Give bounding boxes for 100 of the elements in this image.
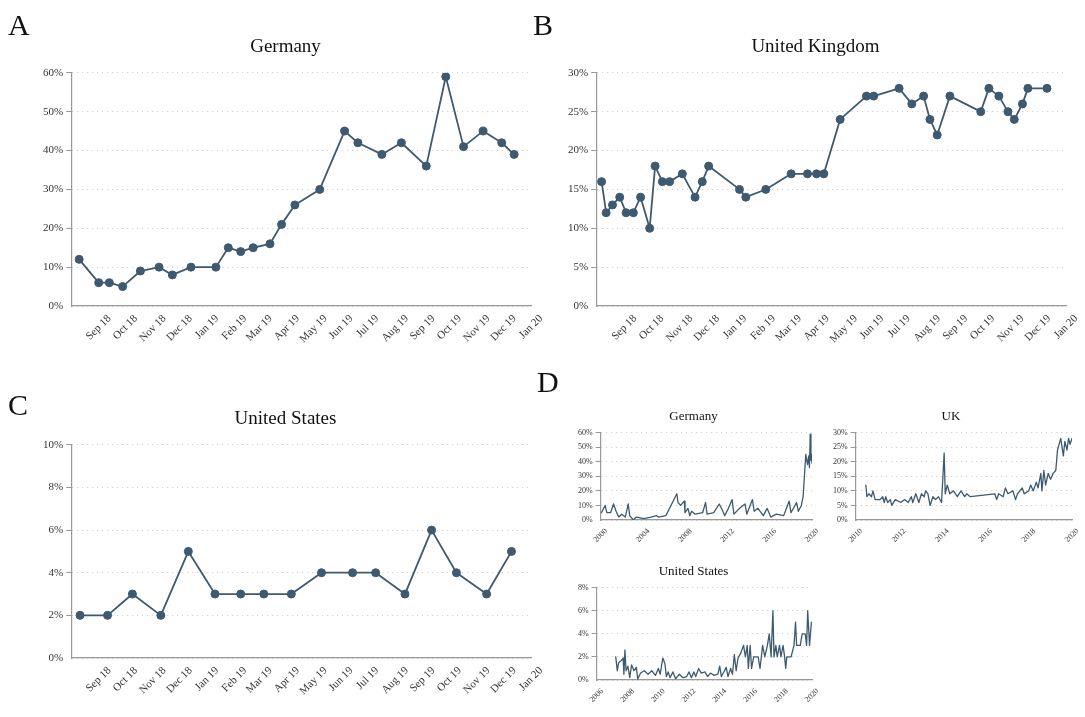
point — [734, 184, 744, 194]
point — [976, 107, 986, 117]
point — [994, 91, 1004, 101]
point — [677, 169, 687, 179]
text: A — [8, 8, 30, 42]
point — [259, 589, 269, 599]
y-tick-label: 0% — [836, 515, 848, 525]
point — [286, 589, 296, 599]
point — [459, 142, 469, 152]
point — [135, 266, 145, 276]
point — [636, 192, 646, 202]
y-tick-label: 4% — [48, 565, 64, 578]
chart-title: United States — [234, 407, 337, 429]
y-tick-label: 4% — [577, 628, 589, 638]
y-tick-label: 15% — [567, 182, 589, 195]
y-tick-label: 0% — [577, 675, 589, 685]
point — [248, 243, 258, 253]
point — [697, 177, 707, 187]
x-tick-label: Jun 19 — [856, 311, 886, 341]
point — [650, 161, 660, 171]
point — [75, 610, 85, 620]
point — [377, 149, 387, 159]
y-tick-label: 6% — [48, 522, 64, 535]
y-tick-label: 25% — [832, 442, 848, 452]
point — [945, 91, 955, 101]
point — [894, 83, 904, 93]
point — [1009, 114, 1019, 124]
y-tick-label: 30% — [832, 427, 848, 437]
point — [665, 177, 675, 187]
point — [371, 568, 381, 578]
point — [1003, 107, 1013, 117]
point — [451, 568, 461, 578]
point — [509, 149, 519, 159]
point — [167, 270, 177, 280]
y-tick-label: 30% — [42, 182, 64, 195]
y-tick-label: 0% — [581, 515, 593, 525]
point — [265, 239, 275, 249]
point — [984, 83, 994, 93]
point — [1017, 99, 1027, 109]
chart-title: United Kingdom — [751, 35, 880, 57]
point — [478, 126, 488, 136]
y-tick-label: 10% — [832, 485, 848, 495]
x-tick-label: Jan 19 — [191, 663, 221, 693]
x-tick-label: Jul 19 — [353, 311, 381, 340]
y-tick-label: 20% — [832, 456, 848, 466]
x-tick-label: Jun 19 — [325, 663, 356, 693]
y-tick-label: 10% — [42, 437, 64, 450]
x-tick-label: Sep 18 — [82, 663, 114, 694]
x-tick-label: 2012 — [679, 686, 698, 705]
y-tick-label: 20% — [42, 221, 64, 234]
x-tick-label: Jan 20 — [1050, 311, 1080, 341]
x-tick-label: Oct 19 — [967, 311, 997, 342]
point — [353, 138, 363, 148]
x-tick-label: Jan 19 — [191, 311, 221, 341]
point — [211, 262, 221, 272]
point — [210, 589, 220, 599]
y-tick-label: 10% — [567, 221, 589, 234]
y-tick-label: 40% — [577, 456, 593, 466]
point — [74, 254, 84, 264]
text: B — [533, 8, 554, 42]
y-tick-label: 5% — [836, 500, 848, 510]
point — [741, 192, 751, 202]
y-tick-label: 40% — [42, 143, 64, 156]
point — [441, 72, 451, 82]
point — [186, 262, 196, 272]
x-tick-label: Jul 19 — [884, 311, 913, 340]
chart-title: Germany — [669, 408, 719, 424]
y-tick-label: 60% — [42, 65, 64, 78]
y-tick-label: 50% — [42, 104, 64, 117]
x-tick-label: Aug 19 — [378, 311, 411, 344]
x-tick-label: Oct 19 — [433, 663, 464, 694]
point — [657, 177, 667, 187]
point — [690, 192, 700, 202]
y-tick-label: 10% — [577, 500, 593, 510]
chart-title: UK — [941, 408, 961, 424]
point — [919, 91, 929, 101]
y-tick-label: 2% — [48, 608, 64, 621]
point — [819, 169, 829, 179]
point — [154, 262, 164, 272]
y-tick-label: 10% — [42, 260, 64, 273]
text: C — [8, 388, 29, 422]
text: D — [537, 365, 559, 399]
point — [925, 114, 935, 124]
point — [317, 568, 326, 578]
x-tick-label: Oct 19 — [433, 311, 464, 342]
point — [497, 138, 507, 148]
point — [236, 247, 246, 257]
chart-title: United States — [658, 563, 729, 579]
point — [704, 161, 714, 171]
point — [607, 200, 617, 210]
x-tick-label: Jul 19 — [353, 663, 381, 692]
y-tick-label: 6% — [577, 605, 589, 615]
point — [861, 91, 871, 101]
y-tick-label: 20% — [577, 485, 593, 495]
x-tick-label: 2012 — [889, 526, 908, 545]
point — [597, 177, 607, 187]
point — [94, 278, 104, 288]
y-tick-label: 5% — [573, 260, 589, 273]
y-tick-label: 15% — [832, 471, 848, 481]
x-tick-label: Jan 20 — [515, 663, 545, 693]
